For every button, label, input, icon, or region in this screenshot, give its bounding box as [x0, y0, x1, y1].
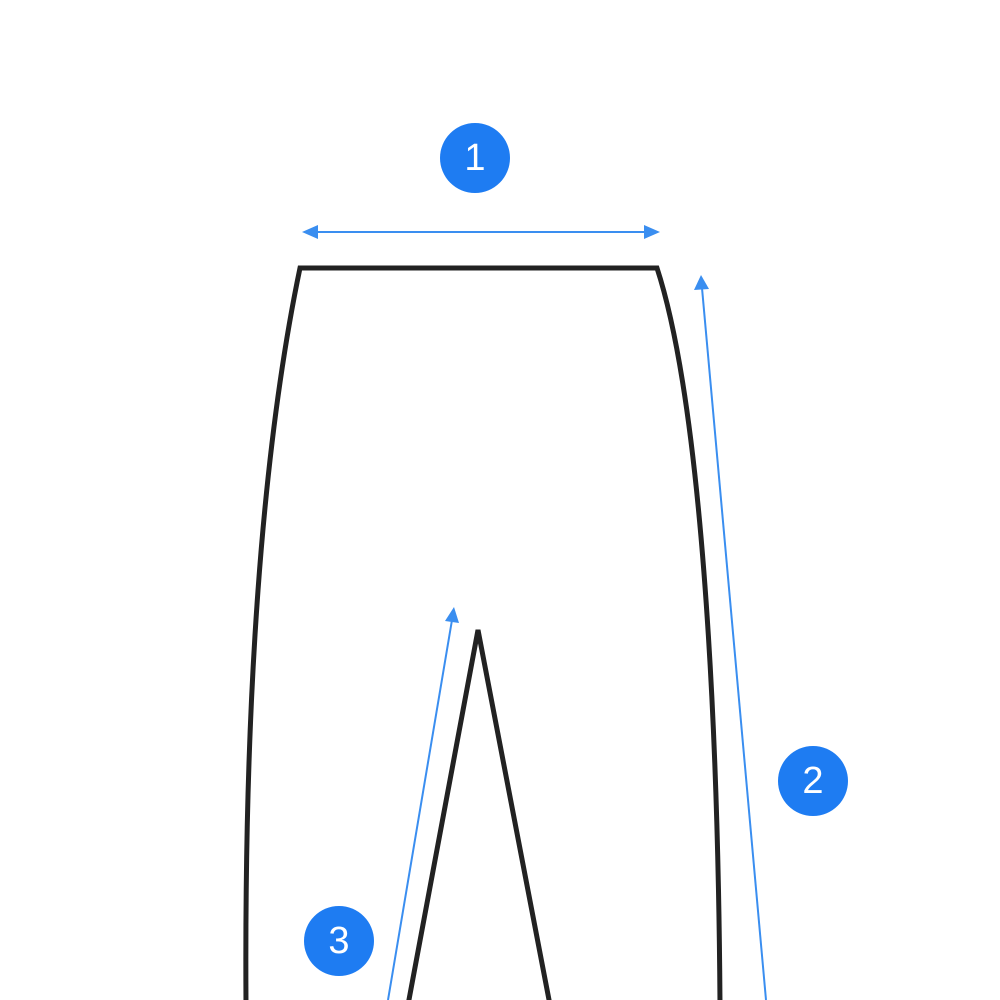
outseam-arrow-top [694, 275, 709, 290]
pants-crotch-outline [406, 629, 552, 1000]
inseam-number-badge: 3 [304, 906, 374, 976]
inseam-arrow-top [445, 607, 459, 623]
waist-number-badge: 1 [440, 123, 510, 193]
waist-arrow-left [302, 225, 318, 239]
outseam-measure-line [701, 287, 767, 1000]
inseam-measure-line [387, 619, 453, 1000]
outseam-number-badge: 2 [778, 746, 848, 816]
waist-arrow-right [644, 225, 660, 239]
pants-outline [243, 265, 723, 1000]
